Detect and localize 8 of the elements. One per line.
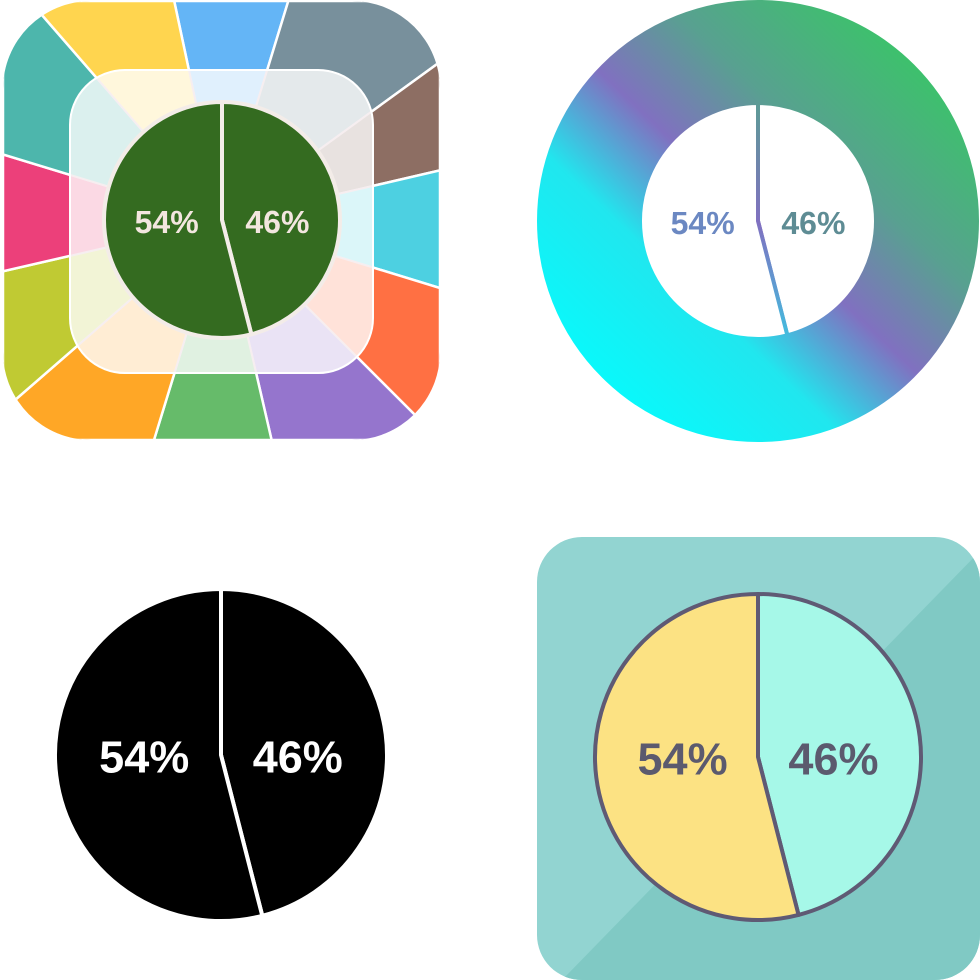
data-label: 54% xyxy=(670,205,735,241)
data-label: 46% xyxy=(245,204,310,240)
data-label: 46% xyxy=(781,205,846,241)
data-label: 54% xyxy=(99,732,190,782)
data-label: 54% xyxy=(134,204,199,240)
data-label: 54% xyxy=(638,734,728,784)
data-label: 46% xyxy=(252,732,343,782)
data-label: 46% xyxy=(788,734,878,784)
